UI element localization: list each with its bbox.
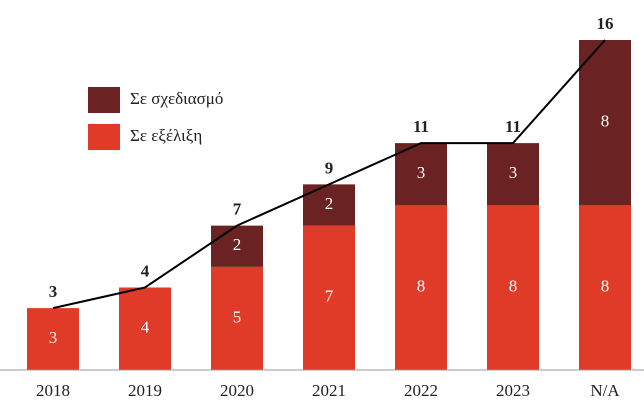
x-tick-label: 2022 (404, 381, 438, 400)
bar-segment (579, 205, 631, 370)
bar-segment (487, 205, 539, 370)
bar-label: 8 (509, 276, 518, 295)
legend-swatch (88, 87, 120, 113)
bar-label: 3 (417, 163, 426, 182)
bar-segment (487, 143, 539, 205)
total-label: 9 (325, 158, 334, 177)
bar-segment (119, 287, 171, 370)
total-line (52, 39, 606, 310)
x-tick-label: 2019 (128, 381, 162, 400)
total-label: 11 (505, 117, 521, 136)
bar-label: 2 (233, 235, 242, 254)
bar-segment (211, 225, 263, 267)
legend-label: Σε εξέλιξη (130, 126, 202, 145)
bar-label: 5 (233, 307, 242, 326)
bar-label: 2 (325, 194, 334, 213)
bar-label: 3 (49, 328, 58, 347)
bar-label: 4 (141, 318, 150, 337)
total-label: 4 (141, 261, 150, 280)
bar-segment (211, 266, 263, 370)
x-tick-label: 2023 (496, 381, 530, 400)
bar-segment (303, 225, 355, 370)
bar-label: 3 (509, 163, 518, 182)
bar-label: 7 (325, 287, 334, 306)
bar-segment (395, 143, 447, 205)
bar-label: 8 (601, 276, 610, 295)
x-tick-label: 2020 (220, 381, 254, 400)
total-label: 16 (597, 14, 614, 33)
legend-label: Σε σχεδιασμό (130, 89, 223, 108)
bar-segment (27, 308, 79, 370)
x-tick-label: 2021 (312, 381, 346, 400)
bar-label: 8 (601, 111, 610, 130)
total-label: 7 (233, 200, 242, 219)
bar-segment (579, 40, 631, 205)
total-label: 11 (413, 117, 429, 136)
x-tick-label: 2018 (36, 381, 70, 400)
bar-segment (395, 205, 447, 370)
x-tick-label: N/A (590, 381, 620, 400)
legend-swatch (88, 124, 120, 150)
bar-label: 8 (417, 276, 426, 295)
total-label: 3 (49, 282, 58, 301)
